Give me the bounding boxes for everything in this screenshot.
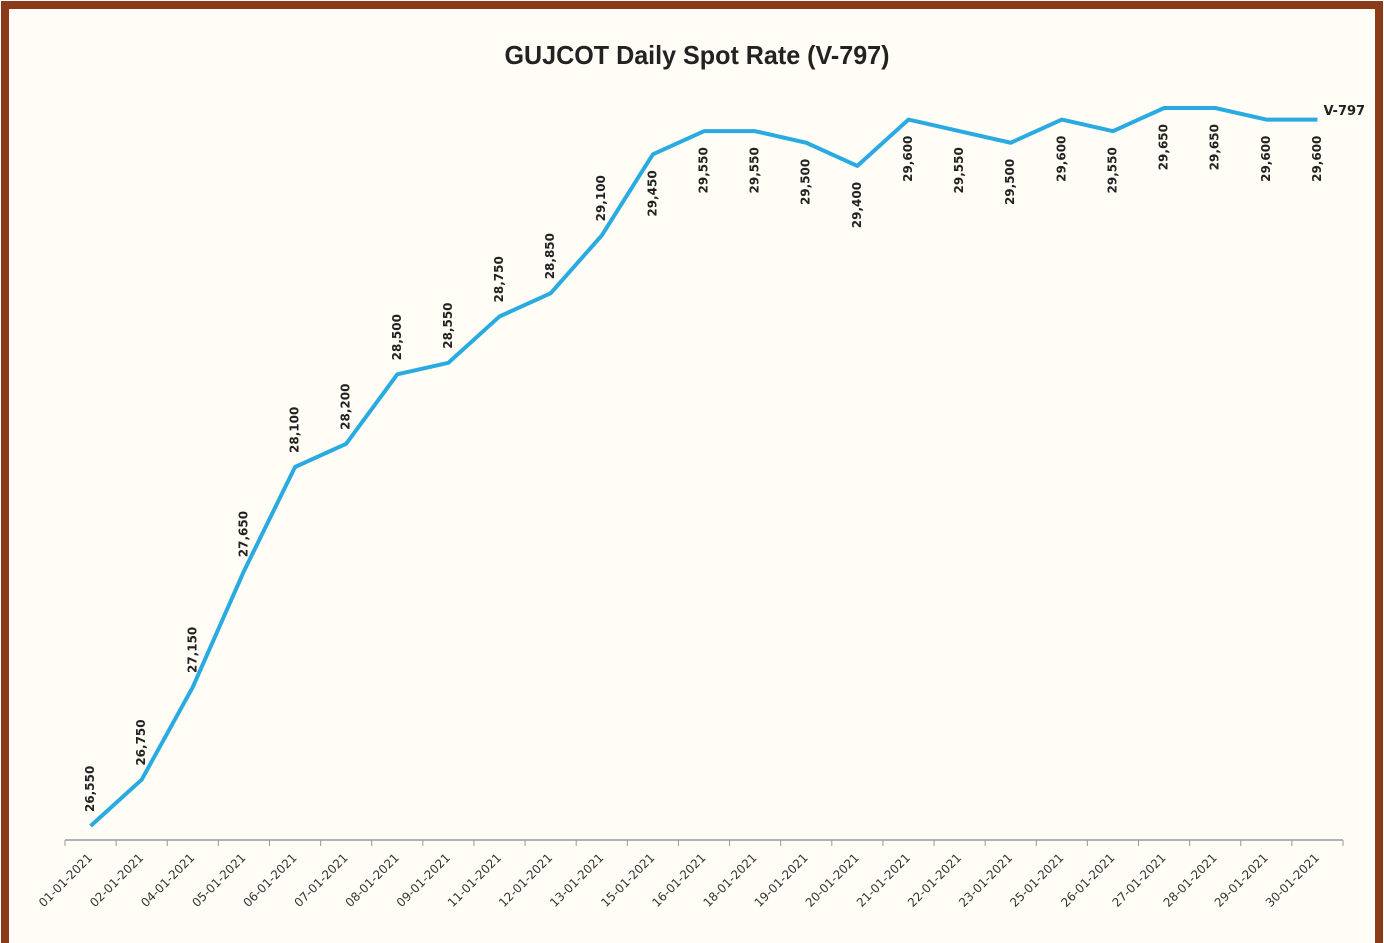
data-label: 28,750 (492, 256, 506, 302)
data-label: 29,600 (901, 136, 915, 182)
data-label: 28,100 (288, 407, 302, 453)
data-label: 26,750 (134, 719, 148, 765)
data-label: 29,550 (952, 147, 966, 193)
data-label: 29,400 (850, 182, 864, 228)
data-label: 28,200 (339, 384, 353, 430)
data-label: 29,600 (1259, 136, 1273, 182)
data-label: 29,550 (748, 147, 762, 193)
data-label: 29,650 (1208, 124, 1222, 170)
data-label: 26,550 (83, 766, 97, 812)
data-label: 28,500 (390, 314, 404, 360)
data-label: 29,550 (1105, 147, 1119, 193)
data-label: 29,650 (1157, 124, 1171, 170)
data-label: 29,550 (697, 147, 711, 193)
data-label: 29,500 (1003, 159, 1017, 205)
data-label: 27,650 (236, 511, 250, 557)
data-label: 28,850 (543, 233, 557, 279)
data-label: 27,150 (185, 627, 199, 673)
series-label: V-797 (1323, 104, 1365, 119)
data-line (89, 106, 1318, 828)
data-label: 29,100 (594, 175, 608, 221)
chart-title: GUJCOT Daily Spot Rate (V-797) (505, 40, 890, 70)
data-label: 29,500 (799, 159, 813, 205)
data-label: 29,450 (645, 170, 659, 216)
data-label: 29,600 (1054, 136, 1068, 182)
data-label: 29,600 (1310, 136, 1324, 182)
data-label: 28,550 (441, 302, 455, 348)
